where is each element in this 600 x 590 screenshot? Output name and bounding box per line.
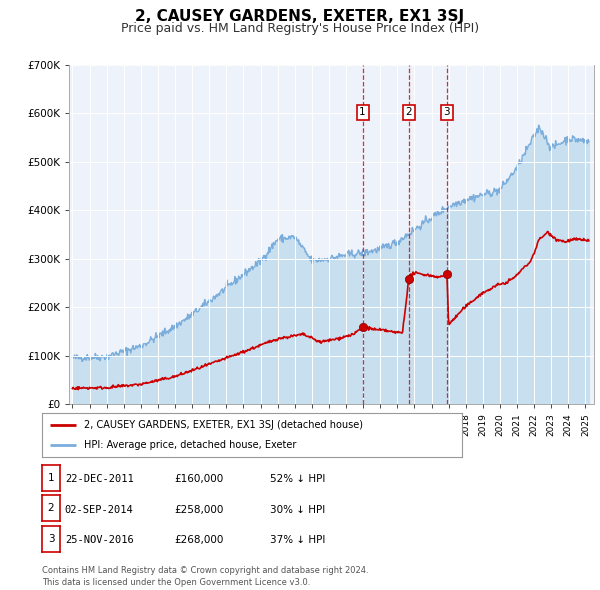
Text: 2, CAUSEY GARDENS, EXETER, EX1 3SJ: 2, CAUSEY GARDENS, EXETER, EX1 3SJ [136,9,464,24]
Text: Contains HM Land Registry data © Crown copyright and database right 2024.
This d: Contains HM Land Registry data © Crown c… [42,566,368,587]
Text: Price paid vs. HM Land Registry's House Price Index (HPI): Price paid vs. HM Land Registry's House … [121,22,479,35]
Text: 30% ↓ HPI: 30% ↓ HPI [270,504,325,514]
Text: 2: 2 [47,503,55,513]
Text: £160,000: £160,000 [174,474,223,484]
Text: 2, CAUSEY GARDENS, EXETER, EX1 3SJ (detached house): 2, CAUSEY GARDENS, EXETER, EX1 3SJ (deta… [84,421,363,430]
Text: 2: 2 [406,107,412,117]
Text: £268,000: £268,000 [174,535,223,545]
Text: 25-NOV-2016: 25-NOV-2016 [65,535,134,545]
Text: 52% ↓ HPI: 52% ↓ HPI [270,474,325,484]
Text: 02-SEP-2014: 02-SEP-2014 [65,504,134,514]
Text: 37% ↓ HPI: 37% ↓ HPI [270,535,325,545]
Text: 1: 1 [47,473,55,483]
Text: £258,000: £258,000 [174,504,223,514]
Text: 3: 3 [443,107,450,117]
Text: 1: 1 [359,107,366,117]
Text: HPI: Average price, detached house, Exeter: HPI: Average price, detached house, Exet… [84,440,296,450]
Text: 22-DEC-2011: 22-DEC-2011 [65,474,134,484]
Text: 3: 3 [47,534,55,544]
